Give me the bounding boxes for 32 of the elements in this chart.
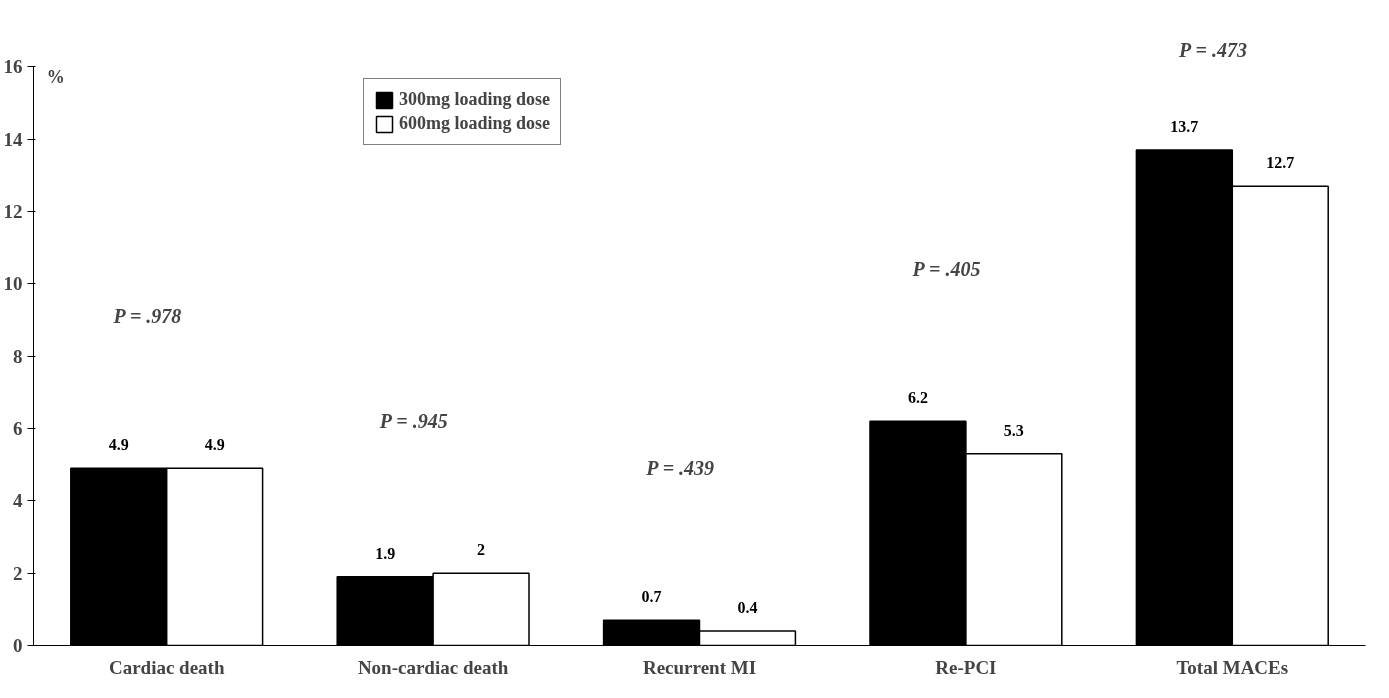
y-tick-label: 12	[3, 200, 23, 222]
y-axis-title: %	[46, 66, 65, 87]
data-label: 1.9	[375, 544, 396, 562]
data-label: 13.7	[1170, 117, 1199, 135]
y-tick-label: 0	[13, 635, 23, 656]
data-label: 2	[477, 541, 486, 559]
data-label: 5.3	[1003, 421, 1024, 439]
y-tick-label: 10	[3, 273, 23, 295]
x-tick-label: Non-cardiac death	[357, 656, 509, 678]
legend-label: 300mg loading dose	[399, 89, 551, 110]
annotation: P = .978	[112, 305, 182, 328]
data-label: 0.7	[641, 588, 662, 606]
data-label: 12.7	[1266, 154, 1295, 172]
data-label: 0.4	[737, 598, 758, 616]
text: P = .473	[1178, 39, 1247, 62]
x-tick-label: Total MACEs	[1176, 656, 1289, 678]
y-tick-label: 6	[13, 417, 23, 439]
x-tick-label: Recurrent MI	[642, 656, 757, 678]
y-tick-label: 2	[13, 562, 23, 584]
data-label: 6.2	[907, 389, 928, 407]
annotation: P = .439	[645, 457, 715, 480]
data-label: 4.9	[204, 436, 225, 454]
y-tick-label: 16	[3, 56, 23, 78]
x-tick-label: Re-PCI	[935, 656, 997, 678]
y-tick-label: 8	[13, 345, 23, 367]
y-tick-label: 14	[3, 128, 23, 150]
annotation: P = .945	[378, 410, 448, 433]
y-tick-label: 4	[13, 490, 23, 512]
annotation: P = .405	[911, 258, 981, 281]
legend-label: 600mg loading dose	[399, 113, 551, 134]
x-tick-label: Cardiac death	[108, 656, 225, 678]
data-label: 4.9	[108, 436, 129, 454]
